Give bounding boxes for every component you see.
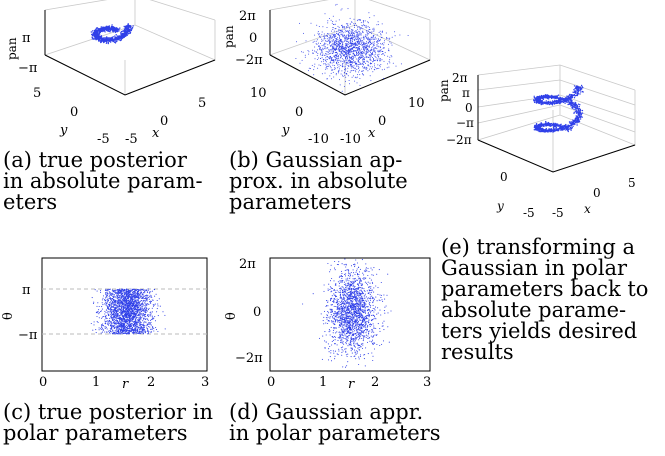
panel-b-y-label: y	[281, 123, 290, 138]
caption-d-line: (d) Gaussian appr.	[229, 400, 424, 424]
panel-a-z-tick-1: π	[22, 31, 31, 46]
panel-c-y-label: θ	[1, 312, 16, 320]
caption-b-line: prox. in absolute	[229, 169, 408, 193]
panel-b-z-label: pan	[225, 25, 236, 48]
panel-e-z-tick-2: π	[462, 86, 470, 100]
caption-d-line: in polar parameters	[229, 421, 441, 445]
panel-e-z-tick-3: 0	[465, 101, 473, 115]
panel-e-y-tick-1: 0	[500, 170, 508, 184]
caption-e-line: ters yields desired	[441, 319, 638, 343]
caption-e-line: parameters back to	[441, 277, 649, 301]
panel-a-y-tick-1: 5	[33, 86, 41, 101]
panel-e-y-label: y	[496, 199, 504, 213]
panel-e-x-label: x	[584, 202, 591, 216]
panel-d-y-label: θ	[225, 312, 239, 320]
panel-c-points	[90, 288, 166, 335]
caption-c-line: polar parameters	[3, 421, 188, 445]
panel-d-x-tick-3: 2	[371, 375, 379, 390]
panel-d-y-tick-3: −2π	[235, 351, 263, 366]
panel-e-x-zero: 0	[593, 186, 601, 200]
caption-e-line: (e) transforming a	[441, 235, 636, 259]
panel-c-x-tick-2: 1	[92, 375, 100, 390]
panel-d-svg: 2π 0 −2π θ 0 1 2 3	[224, 257, 431, 390]
panel-d-points	[302, 258, 392, 368]
panel-d-y-tick-2: 0	[253, 305, 261, 320]
panel-b-x-tick-2: 10	[408, 96, 425, 111]
panel-b-svg: 2π 0 −2π pan 10 0 -10 -10 0 10 y x	[222, 0, 431, 147]
panel-d-y-tick-1: 2π	[239, 257, 256, 272]
panel-d-x-tick-4: 3	[423, 375, 431, 390]
panel-e-z-tick-5: −2π	[446, 133, 472, 147]
panel-b-points	[295, 3, 409, 92]
panel-b-z-tick-1: 2π	[239, 9, 256, 24]
panel-d-plot: 2π 0 −2π θ 0 1 2 3 r	[224, 250, 435, 392]
caption-e: (e) transforming a Gaussian in polar par…	[441, 237, 665, 363]
caption-c-line: (c) true posterior in	[3, 400, 214, 424]
caption-a-line: in absolute param-	[3, 169, 203, 193]
panel-a-z-label: pan	[5, 37, 19, 60]
panel-b-z-tick-3: −2π	[235, 53, 263, 68]
panel-a-x-zero: 0	[160, 114, 168, 129]
panel-b-x-label: x	[368, 126, 376, 141]
panel-b-axes	[269, 10, 431, 96]
panel-a-plot: π −π pan 5 0 -5 -5 0 5 y x	[0, 0, 225, 147]
panel-b-z-tick-2: 0	[249, 31, 257, 46]
caption-b-line: (b) Gaussian ap-	[229, 148, 403, 172]
panel-e-box	[476, 64, 637, 173]
caption-a-line: (a) true posterior	[3, 148, 187, 172]
panel-a-y-tick-2: 0	[70, 105, 78, 120]
panel-a-x-tick-2: 5	[198, 96, 206, 111]
panel-b-box	[269, 0, 431, 96]
panel-a-box	[43, 0, 217, 96]
panel-e-points	[533, 84, 584, 133]
panel-c-y-tick-1: π	[22, 283, 31, 298]
panel-a-y-tick-3: -5	[97, 132, 110, 145]
panel-d-frame	[269, 257, 431, 372]
panel-c-plot: π −π θ 0 1 2 3 r	[0, 250, 225, 392]
panel-a-z-tick-2: −π	[18, 61, 38, 76]
panel-b-y-tick-1: 10	[250, 86, 267, 101]
caption-a: (a) true posterior in absolute param- et…	[3, 150, 223, 213]
panel-c-x-tick-3: 2	[147, 375, 155, 390]
panel-e-svg: 2π π 0 −π −2π pan 0 -5 -5 0 5 y x	[437, 64, 637, 220]
caption-e-line: results	[441, 340, 514, 364]
panel-c-x-tick-4: 3	[201, 375, 209, 390]
panel-a-x-label: x	[152, 126, 160, 141]
panel-e-plot: 2π π 0 −π −2π pan 0 -5 -5 0 5 y x	[437, 60, 665, 225]
panel-a-points	[90, 23, 134, 45]
panel-c-svg: π −π θ 0 1 2 3	[1, 257, 209, 390]
panel-e-y-tick-2: -5	[523, 206, 535, 220]
panel-b-plot: 2π 0 −2π pan 10 0 -10 -10 0 10 y x	[222, 0, 435, 147]
panel-d-x-label: r	[348, 377, 355, 392]
panel-c-frame	[41, 257, 208, 372]
panel-e-z-label: pan	[440, 79, 451, 102]
panel-c-x-label: r	[122, 377, 129, 392]
caption-b-line: parameters	[229, 190, 352, 214]
panel-c-x-tick-1: 0	[39, 375, 47, 390]
panel-a-svg: π −π pan 5 0 -5 -5 0 5 y x	[5, 0, 217, 147]
panel-e-axes	[477, 75, 636, 173]
caption-d: (d) Gaussian appr. in polar parameters	[229, 400, 441, 445]
panel-e-x-tick-2: 5	[628, 176, 636, 190]
panel-a-x-tick-1: -5	[125, 132, 138, 145]
panel-a-y-label: y	[59, 123, 68, 138]
panel-b-y-tick-3: -10	[308, 132, 329, 145]
panel-d-x-tick-1: 0	[267, 375, 275, 390]
panel-b-x-zero: 0	[378, 114, 386, 129]
panel-b-y-tick-2: 0	[295, 105, 303, 120]
panel-b-x-tick-1: -10	[340, 132, 361, 145]
panel-e-z-tick-1: 2π	[452, 71, 468, 85]
caption-e-line: Gaussian in polar	[441, 256, 628, 280]
caption-e-line: absolute parame-	[441, 298, 627, 322]
panel-e-z-tick-4: −π	[456, 116, 474, 130]
panel-e-x-tick-1: -5	[552, 206, 564, 220]
caption-b: (b) Gaussian ap- prox. in absolute param…	[229, 150, 439, 213]
caption-a-line: eters	[3, 190, 58, 214]
panel-c-y-tick-2: −π	[18, 328, 38, 343]
caption-c: (c) true posterior in polar parameters	[3, 402, 228, 444]
panel-a-axes	[44, 10, 216, 96]
panel-d-x-tick-2: 1	[319, 375, 327, 390]
